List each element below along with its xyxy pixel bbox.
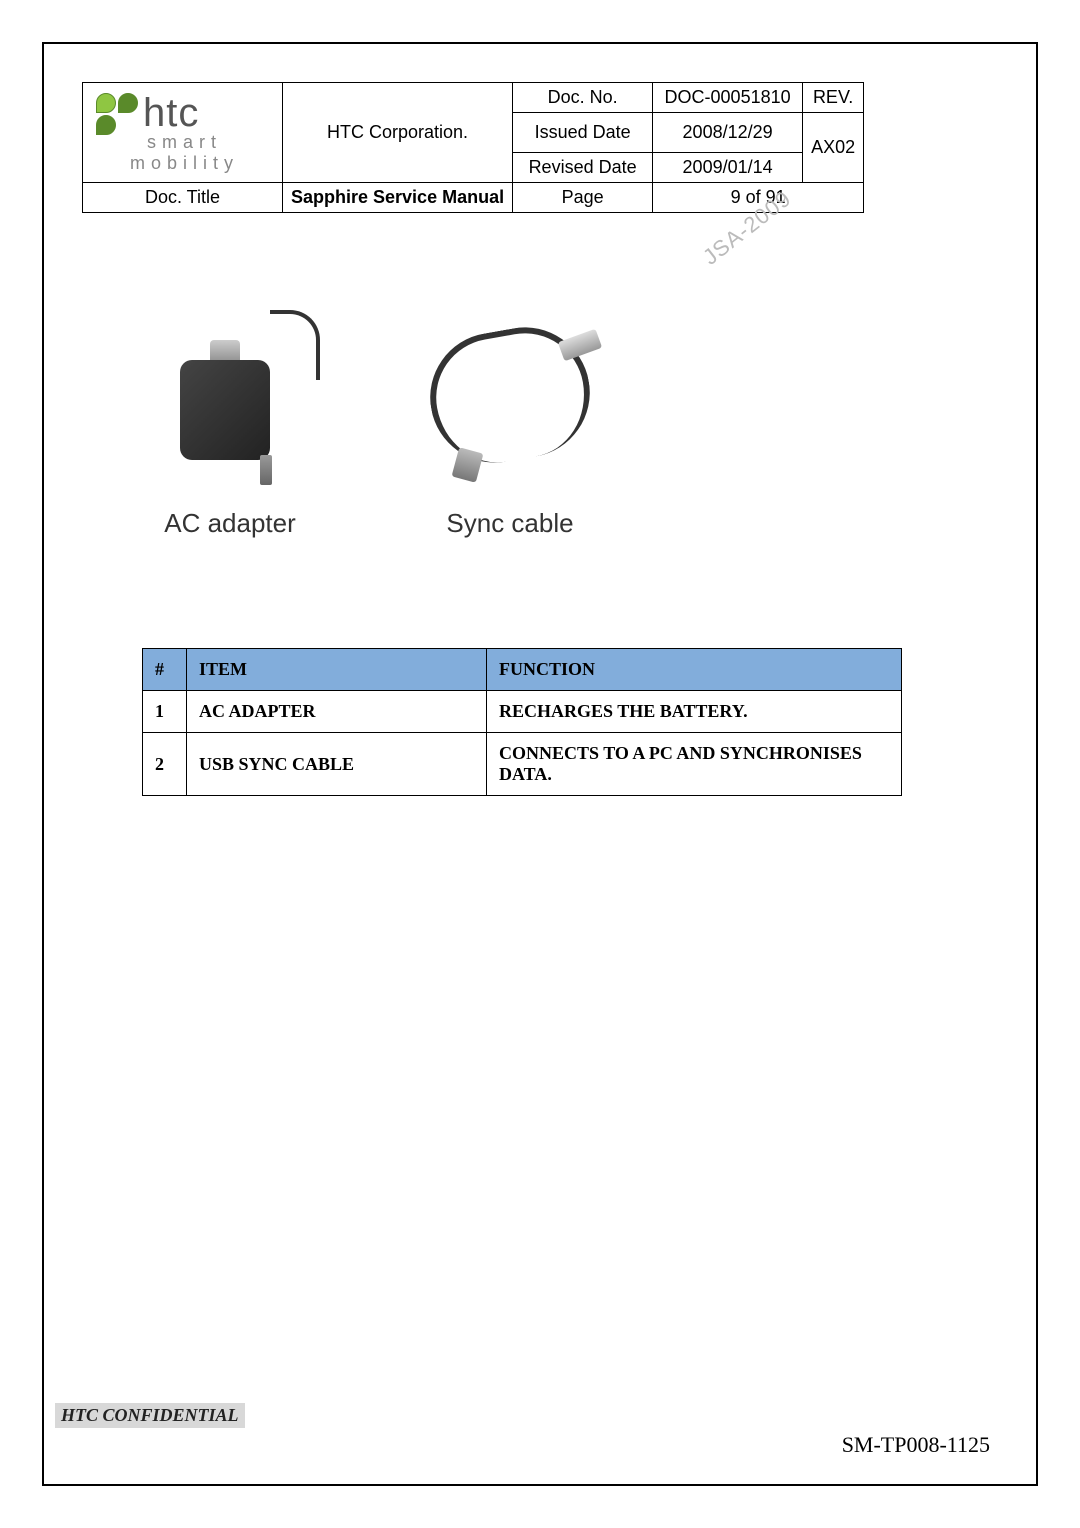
doc-no-value: DOC-00051810 xyxy=(653,83,803,113)
sync-cable-icon xyxy=(400,300,620,500)
ac-adapter-caption: AC adapter xyxy=(164,508,296,539)
ac-adapter-block: AC adapter xyxy=(140,300,320,539)
page-label: Page xyxy=(513,183,653,213)
rev-label: REV. xyxy=(803,83,864,113)
cell-item: USB SYNC CABLE xyxy=(187,733,487,796)
ac-adapter-icon xyxy=(140,300,320,500)
rev-value: AX02 xyxy=(803,113,864,183)
confidential-label: HTC CONFIDENTIAL xyxy=(55,1403,245,1428)
company-name: HTC Corporation. xyxy=(283,83,513,183)
revised-date-label: Revised Date xyxy=(513,153,653,183)
logo-text: htc xyxy=(143,91,199,136)
sync-cable-block: Sync cable xyxy=(400,300,620,539)
htc-logo: htc smart mobility xyxy=(91,91,274,174)
cell-item: AC ADAPTER xyxy=(187,691,487,733)
issued-date-label: Issued Date xyxy=(513,113,653,153)
table-row: 2 USB SYNC CABLE CONNECTS TO A PC AND SY… xyxy=(143,733,902,796)
issued-date-value: 2008/12/29 xyxy=(653,113,803,153)
sync-cable-caption: Sync cable xyxy=(446,508,573,539)
footer-document-code: SM-TP008-1125 xyxy=(842,1432,990,1458)
doc-no-label: Doc. No. xyxy=(513,83,653,113)
document-header-table: htc smart mobility HTC Corporation. Doc.… xyxy=(82,82,864,213)
table-header-function: FUNCTION xyxy=(487,649,902,691)
accessory-images-row: AC adapter Sync cable xyxy=(140,300,620,539)
table-header-num: # xyxy=(143,649,187,691)
doc-title-label: Doc. Title xyxy=(83,183,283,213)
items-function-table: # ITEM FUNCTION 1 AC ADAPTER RECHARGES T… xyxy=(142,648,902,796)
cell-num: 1 xyxy=(143,691,187,733)
cell-function: RECHARGES THE BATTERY. xyxy=(487,691,902,733)
doc-title-value: Sapphire Service Manual xyxy=(283,183,513,213)
logo-cell: htc smart mobility xyxy=(83,83,283,183)
table-header-item: ITEM xyxy=(187,649,487,691)
cell-function: CONNECTS TO A PC AND SYNCHRONISES DATA. xyxy=(487,733,902,796)
revised-date-value: 2009/01/14 xyxy=(653,153,803,183)
table-row: 1 AC ADAPTER RECHARGES THE BATTERY. xyxy=(143,691,902,733)
cell-num: 2 xyxy=(143,733,187,796)
logo-tagline: smart mobility xyxy=(95,132,274,174)
